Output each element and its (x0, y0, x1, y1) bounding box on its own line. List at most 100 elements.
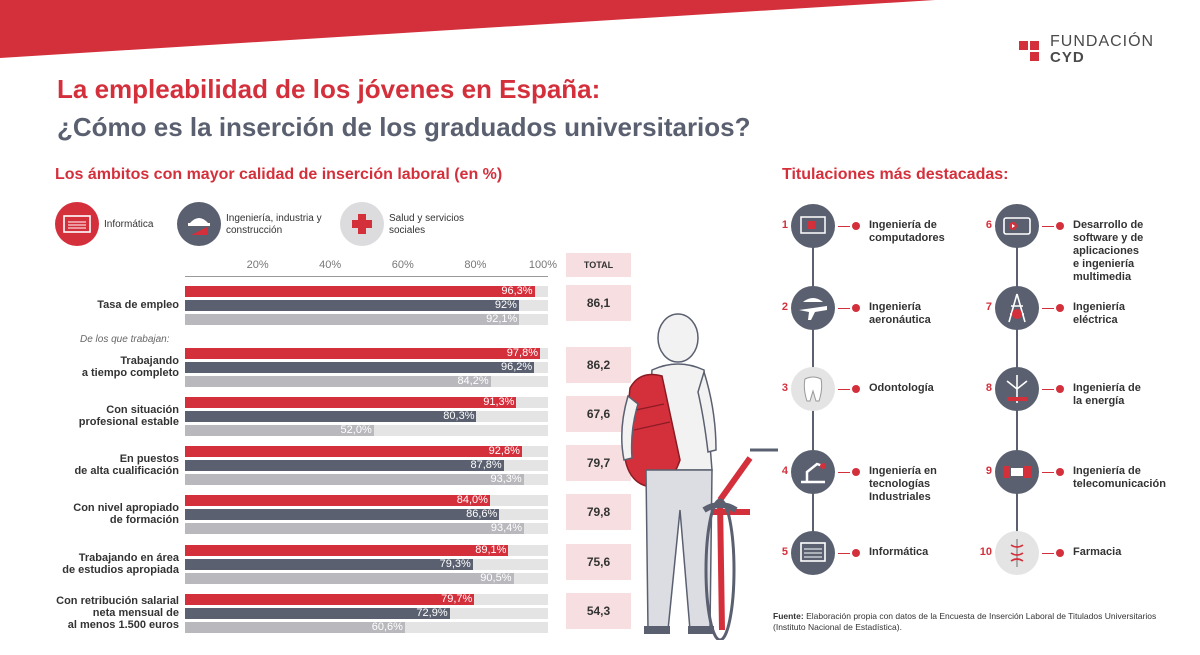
bar (185, 509, 500, 520)
axis-line (185, 276, 548, 277)
degree-rank: 10 (979, 546, 992, 558)
bar (185, 446, 522, 457)
bar-track: 89,1% (185, 544, 548, 556)
source-text: Elaboración propia con datos de la Encue… (773, 611, 1157, 632)
bar-track: 90,5% (185, 572, 548, 584)
degree-connector (1042, 226, 1054, 227)
degree-label: Ingeniería en tecnologías Industriales (869, 465, 937, 503)
caduceus-icon (995, 531, 1039, 575)
degree-dot (852, 304, 860, 312)
row-label: Trabajando a tiempo completo (81, 354, 179, 379)
x-tick-label: 80% (464, 259, 487, 271)
degree-label: Odontología (869, 382, 934, 394)
legend-salud-icon (340, 202, 384, 246)
bar (185, 376, 491, 387)
wind-turbine-icon (995, 367, 1039, 411)
sub-note: De los que trabajan: (80, 334, 170, 345)
bar-value-label: 84,2% (457, 375, 489, 387)
bar-track: 79,3% (185, 558, 548, 570)
degree-dot (1056, 222, 1064, 230)
degree-dot (852, 549, 860, 557)
legend-informatica-icon (55, 202, 99, 246)
bar-value-label: 52,0% (340, 424, 372, 436)
bar-value-label: 91,3% (483, 396, 515, 408)
bar (185, 397, 517, 408)
degree-dot (852, 385, 860, 393)
x-tick-label: 60% (391, 259, 414, 271)
row-label: Con retribución salarial neta mensual de a… (56, 594, 179, 631)
legend-label-ingenieria: Ingeniería, industria y construcción (226, 213, 322, 236)
computer-chip-icon (791, 204, 835, 248)
bar (185, 594, 475, 605)
bar (185, 411, 477, 422)
x-tick-label: 100% (528, 259, 558, 271)
total-value: 75,6 (566, 544, 631, 580)
total-value: 86,1 (566, 285, 631, 321)
bar-value-label: 80,3% (443, 410, 475, 422)
degree-connector (838, 226, 850, 227)
degree-connector (1042, 553, 1054, 554)
degree-connector (1042, 472, 1054, 473)
degree-dot (852, 222, 860, 230)
degree-label: Desarrollo de software y de aplicaciones e … (1073, 219, 1144, 283)
bar-track: 93,3% (185, 473, 548, 485)
degree-label: Ingeniería aeronáutica (869, 301, 931, 326)
bar-track: 80,3% (185, 410, 548, 422)
bar-track: 84,2% (185, 375, 548, 387)
bar-track: 87,8% (185, 459, 548, 471)
total-value: 79,8 (566, 494, 631, 530)
tooth-icon (791, 367, 835, 411)
source-note: Fuente: Elaboración propia con datos de … (773, 611, 1173, 633)
source-label: Fuente: (773, 611, 804, 621)
bar-value-label: 92,8% (488, 445, 520, 457)
bar-track: 52,0% (185, 424, 548, 436)
bar (185, 523, 525, 534)
electric-tower-icon (995, 286, 1039, 330)
row-label: Con nivel apropiado de formación (73, 501, 179, 526)
x-tick-label: 40% (319, 259, 342, 271)
bar-track: 96,2% (185, 361, 548, 373)
degree-connector (838, 472, 850, 473)
bar (185, 314, 520, 325)
degree-label: Informática (869, 546, 929, 558)
degree-rank: 6 (985, 219, 992, 231)
bar (185, 300, 519, 311)
row-label: Trabajando en área de estudios apropiada (62, 551, 179, 576)
top-red-band (0, 0, 935, 58)
x-tick-label: 20% (246, 259, 269, 271)
degree-connector (1042, 308, 1054, 309)
bar-track: 92,1% (185, 313, 548, 325)
degree-connector (838, 308, 850, 309)
bar-track: 86,6% (185, 508, 548, 520)
degrees-section-title: Titulaciones más destacadas: (782, 166, 1009, 183)
degree-rank: 4 (781, 465, 788, 477)
bar-track: 91,3% (185, 396, 548, 408)
degree-dot (1056, 385, 1064, 393)
degree-rank: 5 (781, 546, 788, 558)
bar-value-label: 93,4% (490, 522, 523, 534)
row-label: En puestos de alta cualificación (74, 452, 179, 477)
media-player-icon (995, 204, 1039, 248)
bar-track: 92% (185, 299, 548, 311)
bar-value-label: 90,5% (480, 572, 512, 584)
degree-label: Ingeniería de telecomunicación (1073, 465, 1166, 490)
degree-dot (852, 468, 860, 476)
bar (185, 286, 535, 297)
total-value: 54,3 (566, 593, 631, 629)
bar-track: 93,4% (185, 522, 548, 534)
bar-value-label: 60,6% (371, 621, 403, 633)
row-label: Tasa de empleo (97, 298, 179, 311)
bar (185, 608, 450, 619)
satellite-icon (995, 450, 1039, 494)
bar-value-label: 79,7% (441, 593, 473, 605)
total-header: TOTAL (566, 253, 631, 277)
bar-value-label: 84,0% (456, 494, 488, 506)
degree-rank: 2 (781, 301, 788, 313)
bar (185, 545, 509, 556)
degree-connector (838, 389, 850, 390)
bar-value-label: 87,8% (470, 459, 502, 471)
bar-value-label: 96,2% (501, 361, 533, 373)
page-subtitle: ¿Cómo es la inserción de los graduados u… (57, 112, 751, 142)
degree-rank: 3 (781, 382, 788, 394)
degree-rank: 8 (985, 382, 992, 394)
